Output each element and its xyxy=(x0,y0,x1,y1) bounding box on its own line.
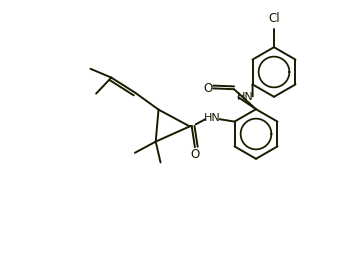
Text: O: O xyxy=(204,82,213,95)
Text: HN: HN xyxy=(204,113,221,123)
Text: Cl: Cl xyxy=(268,12,280,25)
Text: O: O xyxy=(190,148,199,161)
Text: HN: HN xyxy=(237,92,254,102)
